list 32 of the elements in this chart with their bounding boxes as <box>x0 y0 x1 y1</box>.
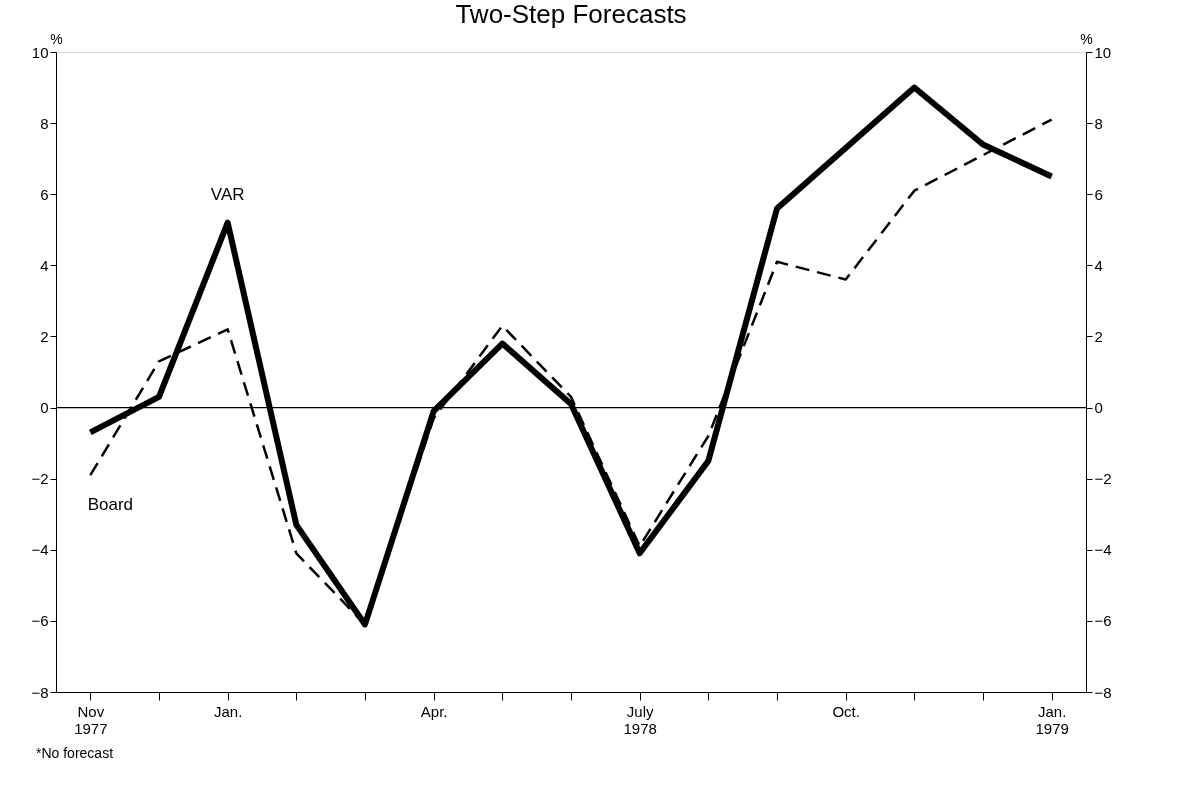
x-tick-label: July 1978 <box>623 702 657 737</box>
y-tick-label: 2 <box>40 327 49 345</box>
y-tick-label: −6 <box>31 612 49 630</box>
y-tick-label: −2 <box>31 470 49 488</box>
y-tick-label: 8 <box>40 114 49 132</box>
y2-tick-label: −8 <box>1094 683 1112 701</box>
x-tick-label: Nov 1977 <box>74 702 108 737</box>
x-tick-label: Jan. <box>213 702 243 720</box>
y2-axis-title: % <box>1080 30 1093 47</box>
y2-tick-label: 2 <box>1094 327 1103 345</box>
y2-tick-label: 4 <box>1094 256 1103 274</box>
text: *No forecast <box>36 745 114 761</box>
y-tick-label: 10 <box>31 43 49 61</box>
y-tick-label: 6 <box>40 185 49 203</box>
y2-tick-label: 0 <box>1094 399 1103 417</box>
y2-tick-label: 10 <box>1094 43 1112 61</box>
chart-title: Two-Step Forecasts <box>455 0 687 29</box>
y2-tick-label: −6 <box>1094 612 1112 630</box>
y2-tick-label: 6 <box>1094 185 1103 203</box>
y-tick-label: −4 <box>31 541 49 559</box>
y2-tick-label: −2 <box>1094 470 1112 488</box>
y-tick-label: 0 <box>40 399 49 417</box>
y-tick-label: 4 <box>40 256 49 274</box>
x-tick-label: Oct. <box>832 702 860 720</box>
y2-tick-label: −4 <box>1094 541 1112 559</box>
x-tick-label: Apr. <box>420 702 448 720</box>
y-axis-title: % <box>50 30 63 47</box>
y2-tick-label: 8 <box>1094 114 1103 132</box>
series-label: Board <box>87 495 134 515</box>
series-label: VAR <box>210 184 245 204</box>
x-tick-label: Jan. 1979 <box>1035 702 1069 737</box>
y-tick-label: −8 <box>31 683 49 701</box>
